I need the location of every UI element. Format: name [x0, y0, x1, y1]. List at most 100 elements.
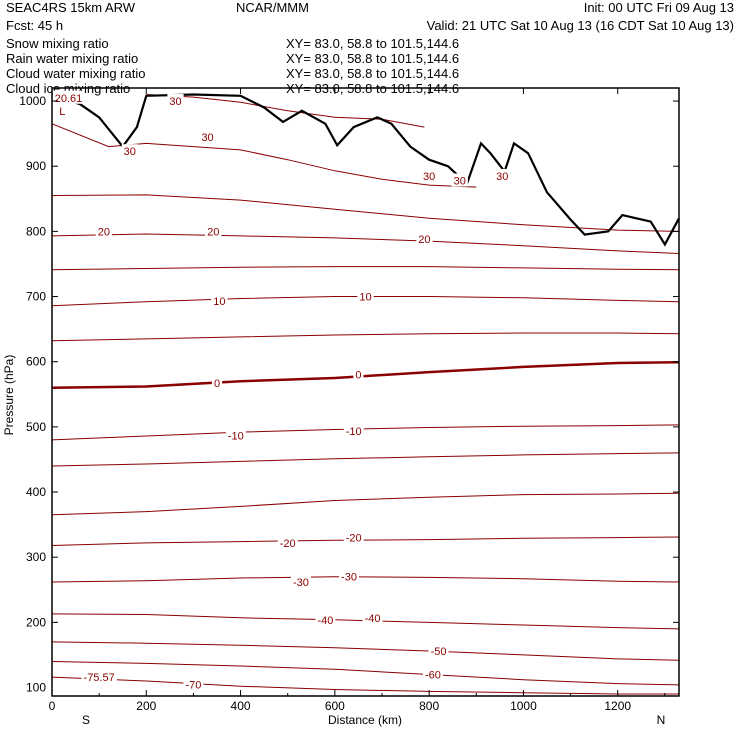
contour-label-bg — [353, 367, 364, 381]
contour-label-bg — [205, 224, 222, 238]
field-label-rain: Rain water mixing ratio — [6, 51, 138, 66]
field-legend: Snow mixing ratio XY= 83.0, 58.8 to 101.… — [6, 36, 459, 96]
contour-label-bg — [494, 168, 511, 182]
org-label: NCAR/MMM — [236, 0, 309, 15]
contour-label-bg — [362, 610, 383, 624]
contour-label: -20 — [346, 533, 362, 545]
contour-label: 0 — [214, 378, 220, 390]
contour-label-bg — [199, 129, 216, 143]
contour-label: 20.61 — [55, 93, 83, 105]
contour-label: 30 — [454, 176, 466, 188]
contour-label-bg — [81, 670, 117, 684]
contour-label: L — [59, 106, 65, 118]
direction-start-label: S — [82, 713, 90, 727]
terrain-line — [51, 93, 680, 247]
contour-label: 20 — [98, 226, 110, 238]
contour-line — [51, 492, 680, 516]
contour-label-bg — [421, 168, 438, 182]
contour-label-bg — [290, 574, 311, 588]
contour-label-bg — [52, 90, 85, 104]
contour-line — [51, 266, 680, 271]
y-tick-label: 300 — [26, 550, 46, 564]
contour-label-bg — [95, 224, 112, 238]
contour-line — [146, 94, 425, 128]
contour-label-bg — [339, 569, 359, 583]
contour-label-bg — [57, 103, 68, 117]
contour-line — [51, 194, 680, 232]
contour-label-bg — [357, 289, 374, 303]
field-xy-rain: XY= 83.0, 58.8 to 101.5,144.6 — [286, 51, 459, 66]
contour-label: -60 — [425, 669, 441, 681]
y-axis-title: Pressure (hPa) — [2, 355, 16, 436]
contour-label-bg — [211, 376, 223, 390]
contour-label: -10 — [346, 426, 362, 438]
contour-label-bg — [416, 232, 433, 246]
x-axis: 0 200 400 600 800 1000 1200 — [49, 88, 666, 713]
contour-line — [51, 536, 680, 546]
contour-label: -40 — [317, 615, 333, 627]
field-label-cloud-water: Cloud water mixing ratio — [6, 66, 145, 81]
contour-label-bg — [167, 94, 184, 108]
contour-line — [51, 661, 680, 686]
contour-label-bg — [451, 173, 468, 187]
contour-line — [51, 123, 477, 188]
contour-line — [51, 676, 679, 695]
x-tick-label: 600 — [325, 699, 345, 713]
y-tick-label: 800 — [26, 224, 46, 238]
contour-label-bg — [315, 612, 336, 626]
contour-label-bg — [428, 644, 449, 658]
contour-label: -50 — [431, 646, 447, 658]
x-tick-label: 200 — [136, 699, 156, 713]
contour-label: 20 — [207, 226, 219, 238]
y-tick-label: 700 — [26, 290, 46, 304]
contour-line — [51, 641, 680, 661]
x-tick-label: 0 — [49, 699, 56, 713]
y-axis: 200 300 400 500 600 700 800 900 1000 10 0 — [19, 94, 679, 695]
forecast-hour: Fcst: 45 h — [6, 18, 63, 33]
contour-label: -30 — [341, 572, 357, 584]
y-tick-label: 900 — [26, 159, 46, 173]
direction-end-label: N — [657, 713, 666, 727]
contour-label: 30 — [423, 171, 435, 183]
contour-label-bg — [277, 535, 298, 549]
contour-label-bg — [183, 677, 204, 691]
contour-line — [51, 332, 680, 342]
contour-line — [51, 452, 680, 467]
x-tick-label: 1000 — [510, 699, 537, 713]
y-tick-label: 1000 — [19, 94, 46, 108]
contour-label: -40 — [365, 613, 381, 625]
x-axis-title: Distance (km) — [328, 713, 402, 727]
contour-line — [51, 576, 680, 583]
contour-label: 30 — [124, 146, 136, 158]
x-tick-label: 1200 — [604, 699, 631, 713]
contour-label-bg — [343, 423, 364, 437]
init-time: Init: 00 UTC Fri 09 Aug 13 — [584, 0, 734, 15]
contour-line — [51, 361, 680, 390]
x-tick-label: 400 — [231, 699, 251, 713]
contour-line — [51, 424, 680, 441]
y-tick-label: 600 — [26, 355, 46, 369]
contour-label: 30 — [201, 132, 213, 144]
contour-label: -10 — [228, 430, 244, 442]
field-xy-snow: XY= 83.0, 58.8 to 101.5,144.6 — [286, 36, 459, 51]
contour-label-bg — [121, 144, 138, 158]
contour-label-bg — [343, 530, 364, 544]
valid-time: Valid: 21 UTC Sat 10 Aug 13 (16 CDT Sat … — [427, 18, 734, 33]
contour-label: -30 — [293, 577, 309, 589]
y-tick-label: 500 — [26, 420, 46, 434]
y-tick-label: 200 — [26, 615, 46, 629]
contour-lines — [51, 94, 680, 695]
plot-frame — [51, 87, 680, 697]
terrain-profile — [51, 93, 680, 247]
contour-label: -70 — [185, 679, 201, 691]
contour-label-bg — [422, 667, 443, 681]
contour-label-bg — [225, 428, 246, 442]
y-tick-label: 400 — [26, 485, 46, 499]
x-tick-label: 800 — [419, 699, 439, 713]
contour-labels: -75.57 -70 -60 -50 -40 -40 -30 -30 -20 -20 -10 -10 0… — [52, 90, 511, 691]
contour-label: 20 — [418, 234, 430, 246]
contour-label: -20 — [280, 538, 296, 550]
contour-label: 10 — [213, 296, 225, 308]
field-label-snow: Snow mixing ratio — [6, 36, 109, 51]
